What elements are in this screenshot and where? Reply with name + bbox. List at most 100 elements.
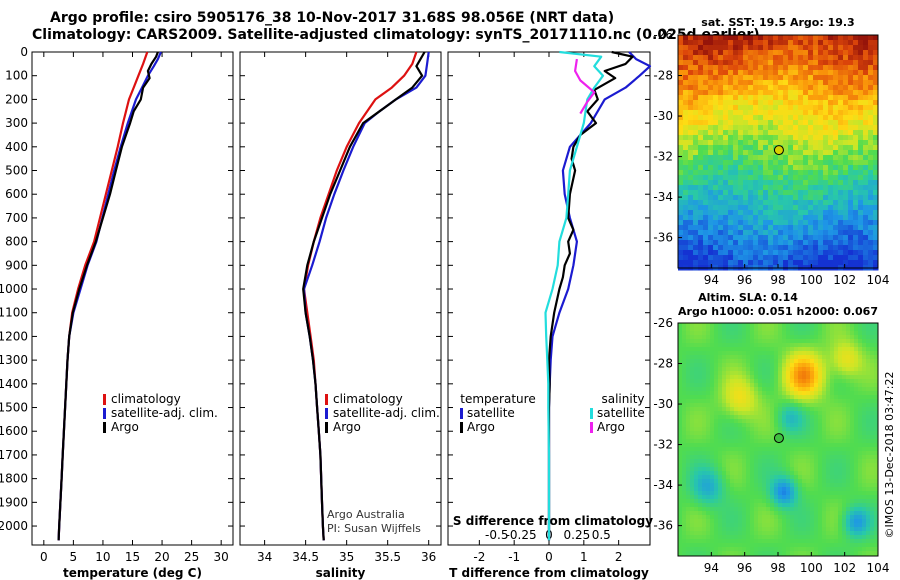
heatmap-cell	[778, 255, 784, 261]
heatmap-cell	[682, 375, 687, 380]
heatmap-cell	[763, 70, 769, 76]
heatmap-cell	[782, 511, 787, 516]
heatmap-cell	[693, 260, 699, 266]
heatmap-cell	[698, 230, 704, 236]
heatmap-cell	[788, 75, 794, 81]
heatmap-cell	[846, 403, 851, 408]
heatmap-cell	[678, 471, 683, 476]
heatmap-cell	[826, 435, 831, 440]
x-tick-label: 35	[339, 550, 354, 564]
heatmap-cell	[682, 523, 687, 528]
heatmap-cell	[688, 180, 694, 186]
heatmap-cell	[723, 85, 729, 91]
heatmap-cell	[682, 335, 687, 340]
heatmap-cell	[848, 180, 854, 186]
heatmap-cell	[714, 435, 719, 440]
heatmap-cell	[738, 471, 743, 476]
heatmap-cell	[802, 371, 807, 376]
heatmap-cell	[754, 415, 759, 420]
heatmap-cell	[726, 527, 731, 532]
heatmap-cell	[783, 195, 789, 201]
heatmap-cell	[833, 230, 839, 236]
heatmap-cell	[734, 491, 739, 496]
heatmap-cell	[698, 355, 703, 360]
heatmap-cell	[678, 363, 683, 368]
heatmap-cell	[793, 230, 799, 236]
heatmap-cell	[770, 407, 775, 412]
heatmap-cell	[762, 395, 767, 400]
heatmap-cell	[738, 140, 744, 146]
heatmap-cell	[738, 105, 744, 111]
heatmap-cell	[788, 195, 794, 201]
heatmap-cell	[770, 427, 775, 432]
heatmap-cell	[753, 70, 759, 76]
heatmap-cell	[723, 200, 729, 206]
heatmap-cell	[753, 75, 759, 81]
heatmap-cell	[713, 215, 719, 221]
heatmap-cell	[678, 359, 683, 364]
heatmap-cell	[818, 95, 824, 101]
heatmap-cell	[742, 395, 747, 400]
heatmap-cell	[853, 55, 859, 61]
heatmap-cell	[783, 185, 789, 191]
heatmap-cell	[750, 499, 755, 504]
heatmap-cell	[842, 351, 847, 356]
heatmap-cell	[683, 260, 689, 266]
heatmap-cell	[708, 145, 714, 151]
heatmap-cell	[870, 359, 875, 364]
heatmap-cell	[826, 527, 831, 532]
heatmap-cell	[774, 543, 779, 548]
heatmap-cell	[842, 471, 847, 476]
heatmap-cell	[850, 519, 855, 524]
heatmap-cell	[743, 35, 749, 41]
heatmap-cell	[818, 439, 823, 444]
heatmap-cell	[730, 343, 735, 348]
heatmap-cell	[714, 515, 719, 520]
heatmap-cell	[743, 45, 749, 51]
heatmap-cell	[706, 323, 711, 328]
heatmap-cell	[818, 367, 823, 372]
heatmap-cell	[706, 451, 711, 456]
heatmap-cell	[714, 391, 719, 396]
heatmap-cell	[770, 503, 775, 508]
heatmap-cell	[818, 455, 823, 460]
heatmap-cell	[742, 403, 747, 408]
heatmap-cell	[683, 195, 689, 201]
heatmap-cell	[798, 507, 803, 512]
heatmap-cell	[818, 539, 823, 544]
heatmap-cell	[854, 439, 859, 444]
heatmap-cell	[768, 90, 774, 96]
heatmap-cell	[798, 95, 804, 101]
heatmap-cell	[854, 491, 859, 496]
heatmap-cell	[758, 125, 764, 131]
heatmap-cell	[813, 205, 819, 211]
heatmap-cell	[758, 240, 764, 246]
heatmap-cell	[850, 343, 855, 348]
heatmap-cell	[714, 531, 719, 536]
heatmap-cell	[728, 220, 734, 226]
heatmap-cell	[762, 327, 767, 332]
heatmap-cell	[686, 515, 691, 520]
heatmap-cell	[753, 230, 759, 236]
heatmap-cell	[854, 379, 859, 384]
heatmap-cell	[778, 495, 783, 500]
heatmap-cell	[863, 65, 869, 71]
heatmap-cell	[733, 125, 739, 131]
heatmap-cell	[773, 125, 779, 131]
heatmap-cell	[843, 90, 849, 96]
map-lon-tick-label: 100	[800, 273, 823, 287]
heatmap-cell	[782, 459, 787, 464]
heatmap-cell	[828, 165, 834, 171]
heatmap-cell	[822, 551, 827, 556]
heatmap-cell	[758, 439, 763, 444]
heatmap-cell	[858, 427, 863, 432]
heatmap-cell	[833, 160, 839, 166]
heatmap-cell	[722, 447, 727, 452]
heatmap-cell	[758, 375, 763, 380]
heatmap-cell	[866, 479, 871, 484]
heatmap-cell	[730, 467, 735, 472]
heatmap-cell	[838, 363, 843, 368]
heatmap-cell	[838, 495, 843, 500]
heatmap-cell	[693, 55, 699, 61]
heatmap-cell	[738, 65, 744, 71]
